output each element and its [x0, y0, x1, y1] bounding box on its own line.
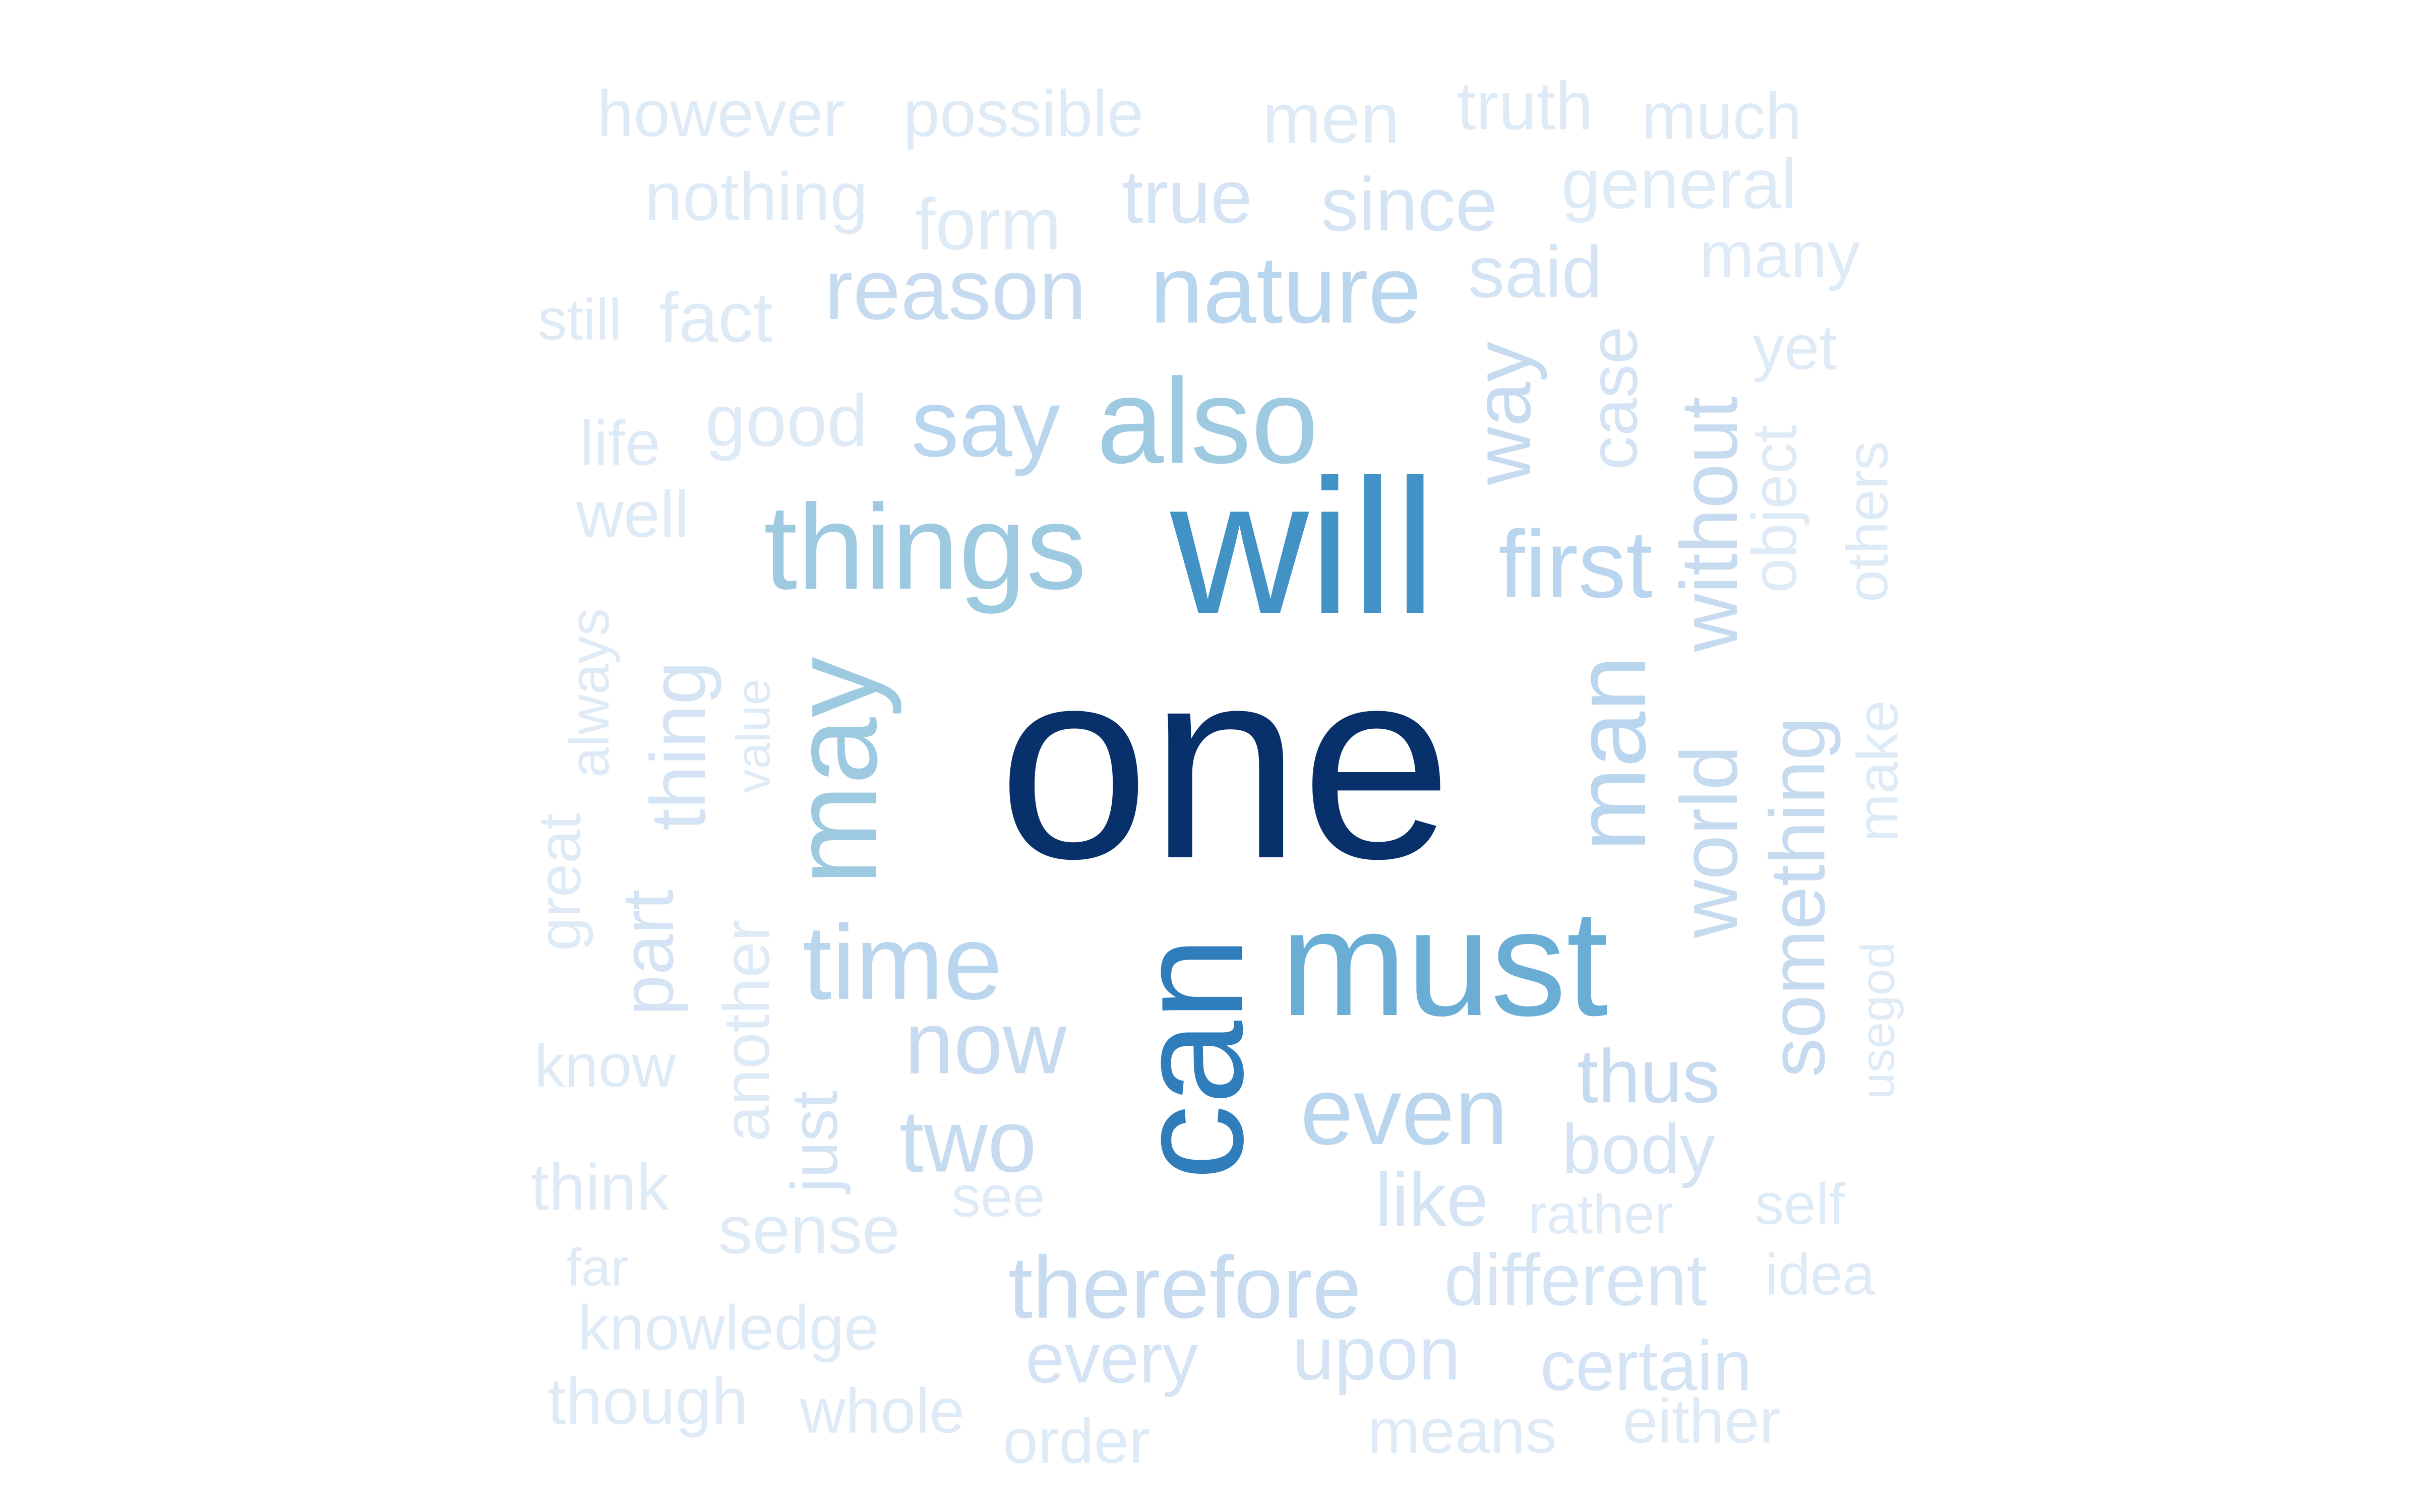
word-means: means	[1367, 1396, 1557, 1467]
word-thing: thing	[634, 661, 722, 831]
word-part: part	[607, 890, 689, 1016]
word-well: well	[576, 477, 689, 551]
word-think: think	[530, 1150, 670, 1224]
word-first: first	[1498, 511, 1653, 618]
word-like: like	[1375, 1157, 1489, 1242]
word-yet: yet	[1752, 312, 1837, 383]
word-life: life	[580, 408, 660, 479]
word-without: without	[1664, 396, 1754, 652]
word-case: case	[1575, 326, 1652, 470]
word-idea: idea	[1765, 1242, 1875, 1307]
word-therefore: therefore	[1008, 1238, 1362, 1337]
word-man: man	[1554, 655, 1667, 852]
word-will: will	[1170, 439, 1436, 654]
word-now: now	[904, 994, 1067, 1093]
word-however: however	[597, 77, 845, 150]
word-truth: truth	[1457, 68, 1594, 144]
word-still: still	[537, 287, 622, 352]
word-nature: nature	[1150, 236, 1422, 343]
word-knowledge: knowledge	[578, 1293, 879, 1363]
word-something: something	[1753, 717, 1841, 1078]
word-make: make	[1845, 700, 1910, 842]
word-say: say	[911, 370, 1060, 477]
word-many: many	[1700, 218, 1860, 291]
word-general: general	[1561, 144, 1797, 223]
word-order: order	[1003, 1406, 1150, 1477]
word-know: know	[534, 1032, 676, 1100]
word-different: different	[1444, 1239, 1707, 1321]
word-every: every	[1025, 1318, 1198, 1398]
word-see: see	[951, 1164, 1045, 1229]
word-just: just	[777, 1090, 851, 1193]
word-also: also	[1096, 353, 1319, 488]
word-thus: thus	[1577, 1034, 1720, 1118]
word-another: another	[709, 919, 783, 1142]
word-object: object	[1739, 425, 1810, 593]
word-self: self	[1754, 1172, 1845, 1237]
word-usegod: usegod	[1851, 942, 1905, 1099]
word-rather: rather	[1528, 1183, 1673, 1245]
word-reason: reason	[824, 242, 1086, 338]
word-either: either	[1622, 1386, 1781, 1457]
word-fact: fact	[659, 278, 773, 357]
word-sense: sense	[718, 1191, 900, 1268]
word-much: much	[1642, 79, 1802, 153]
word-time: time	[802, 903, 1003, 1022]
word-great: great	[526, 813, 593, 951]
word-two: two	[899, 1092, 1037, 1191]
word-though: though	[548, 1364, 748, 1438]
word-body: body	[1562, 1109, 1715, 1188]
word-far: far	[566, 1238, 629, 1297]
word-said: said	[1468, 231, 1602, 313]
word-even: even	[1300, 1058, 1508, 1165]
word-nothing: nothing	[644, 158, 868, 235]
word-good: good	[705, 380, 868, 462]
word-possible: possible	[903, 77, 1144, 150]
word-true: true	[1122, 154, 1253, 239]
word-may: may	[767, 657, 902, 886]
word-can: can	[1105, 936, 1275, 1180]
word-men: men	[1262, 79, 1400, 158]
word-since: since	[1320, 162, 1498, 246]
word-way: way	[1457, 341, 1547, 485]
word-one: one	[998, 611, 1453, 915]
word-certain: certain	[1540, 1326, 1752, 1405]
word-world: world	[1664, 745, 1754, 938]
word-things: things	[763, 479, 1087, 614]
word-always: always	[559, 608, 621, 778]
word-others: others	[1835, 441, 1900, 602]
word-value: value	[727, 678, 780, 793]
word-form: form	[915, 183, 1061, 265]
word-must: must	[1280, 878, 1609, 1047]
word-whole: whole	[800, 1376, 965, 1446]
word-upon: upon	[1292, 1311, 1461, 1396]
